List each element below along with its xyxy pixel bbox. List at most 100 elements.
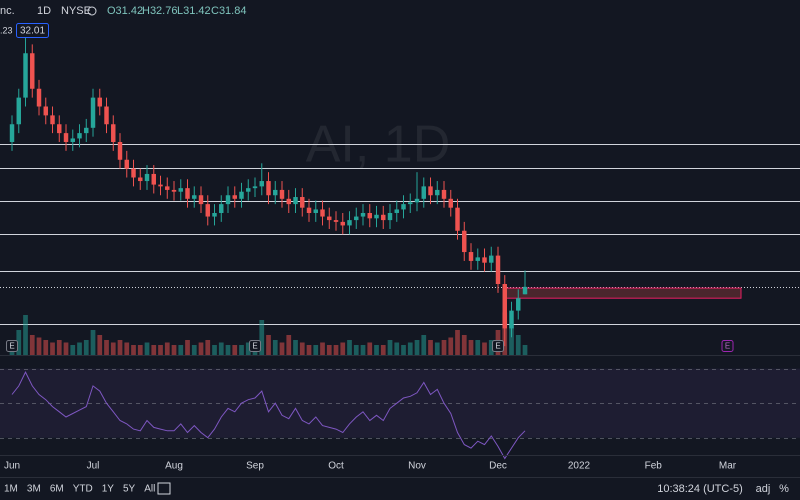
volume-bar — [387, 340, 393, 355]
volume-bar — [522, 345, 528, 355]
volume-bar — [70, 345, 76, 355]
volume-bar — [441, 340, 447, 355]
earnings-box[interactable] — [249, 340, 262, 352]
candle-body — [516, 298, 521, 311]
candle-body — [273, 189, 278, 196]
volume-bar — [515, 335, 521, 355]
range-button[interactable]: 3M — [27, 484, 41, 495]
candle-body — [131, 168, 136, 178]
candle-body — [124, 159, 129, 169]
volume-bar — [131, 345, 136, 355]
volume-bar — [225, 345, 231, 355]
volume-bar — [360, 345, 366, 355]
earnings-label: E — [725, 342, 730, 351]
candle-body — [90, 97, 96, 128]
candle-body — [9, 124, 15, 142]
candle-body — [117, 142, 123, 160]
zone — [504, 287, 742, 299]
candle-body — [232, 195, 237, 199]
range-button[interactable]: 5Y — [123, 484, 136, 495]
candle-body — [97, 97, 102, 107]
volume-bar — [407, 342, 413, 355]
candle-body — [171, 189, 177, 192]
candle-body — [138, 177, 143, 182]
earnings-box[interactable] — [721, 340, 734, 352]
candle-body — [84, 127, 89, 134]
earnings-box[interactable] — [6, 340, 19, 352]
candle-body — [165, 186, 170, 190]
x-tick-label: Sep — [246, 461, 264, 472]
candle-body — [421, 186, 426, 199]
percent-toggle[interactable]: % — [779, 483, 789, 495]
candle-body — [495, 255, 501, 284]
volume-bar — [29, 335, 35, 355]
volume-bar — [475, 340, 481, 355]
candle-body — [77, 133, 82, 139]
x-tick-label: Dec — [489, 461, 507, 472]
range-button[interactable]: 1Y — [102, 484, 115, 495]
volume-bar — [212, 345, 217, 355]
volume-bar — [245, 342, 251, 355]
candle-body — [151, 173, 156, 185]
volume-bar — [509, 325, 514, 355]
volume-bar — [144, 342, 150, 355]
volume-bar — [421, 335, 427, 355]
time-axis: Jun Jul Aug Sep Oct Nov Dec 2022 Feb Mar — [4, 461, 737, 472]
candle-body — [239, 191, 244, 199]
candle-body — [327, 216, 332, 221]
candle-body — [435, 189, 440, 196]
candle-body — [475, 257, 480, 261]
candle-body — [462, 230, 467, 253]
ohlc-low: L31.42 — [177, 5, 211, 17]
candle-body — [360, 213, 366, 217]
candle-body — [347, 220, 352, 226]
candle-body — [36, 88, 42, 107]
price-fragment: .23 — [0, 25, 13, 35]
volume-bar — [428, 340, 433, 355]
volume-bar — [36, 337, 42, 355]
range-button[interactable]: 1M — [4, 484, 18, 495]
candle-body — [300, 197, 305, 208]
range-button[interactable]: YTD — [73, 484, 93, 495]
volume-bar — [97, 335, 103, 355]
range-button[interactable]: 6M — [50, 484, 64, 495]
candle-body — [43, 106, 48, 116]
volume-bar — [158, 345, 163, 355]
volume-bar — [232, 345, 238, 355]
adj-toggle[interactable]: adj — [756, 483, 771, 495]
x-tick-label: Feb — [645, 461, 663, 472]
eye-icon[interactable] — [87, 6, 97, 16]
candle-body — [111, 124, 116, 142]
volume-bar — [164, 342, 170, 355]
exchange: NYSE — [61, 5, 91, 17]
volume-bar — [414, 340, 420, 355]
date-range-icon[interactable] — [157, 482, 171, 495]
candle-body — [158, 184, 163, 187]
volume-bar — [374, 345, 379, 355]
volume-bar — [293, 340, 298, 355]
rsi-pane — [0, 368, 800, 460]
candle-body — [198, 195, 204, 205]
volume-bar — [333, 345, 339, 355]
earnings-box[interactable] — [492, 340, 505, 352]
volume-bar — [77, 342, 82, 355]
volume-bar — [347, 340, 352, 355]
candle-body — [333, 220, 339, 222]
volume-bar — [434, 342, 440, 355]
ohlc-close: C31.84 — [211, 5, 246, 17]
candle-body — [306, 207, 312, 213]
volume-bar — [394, 342, 400, 355]
volume-bar — [23, 315, 28, 355]
volume-bar — [151, 345, 157, 355]
legend: nc. 1D NYSE O31.42 H32.76 L31.42 C31.84 … — [0, 5, 246, 38]
volume-bar — [124, 342, 130, 355]
x-tick-label: Oct — [328, 461, 344, 472]
volume-bar — [56, 340, 62, 355]
range-button[interactable]: All — [144, 484, 155, 495]
candle-body — [192, 195, 197, 199]
volume-bar — [468, 340, 474, 355]
volume-bar — [191, 345, 197, 355]
rsi-line — [11, 370, 526, 460]
volume-bar — [239, 345, 244, 355]
